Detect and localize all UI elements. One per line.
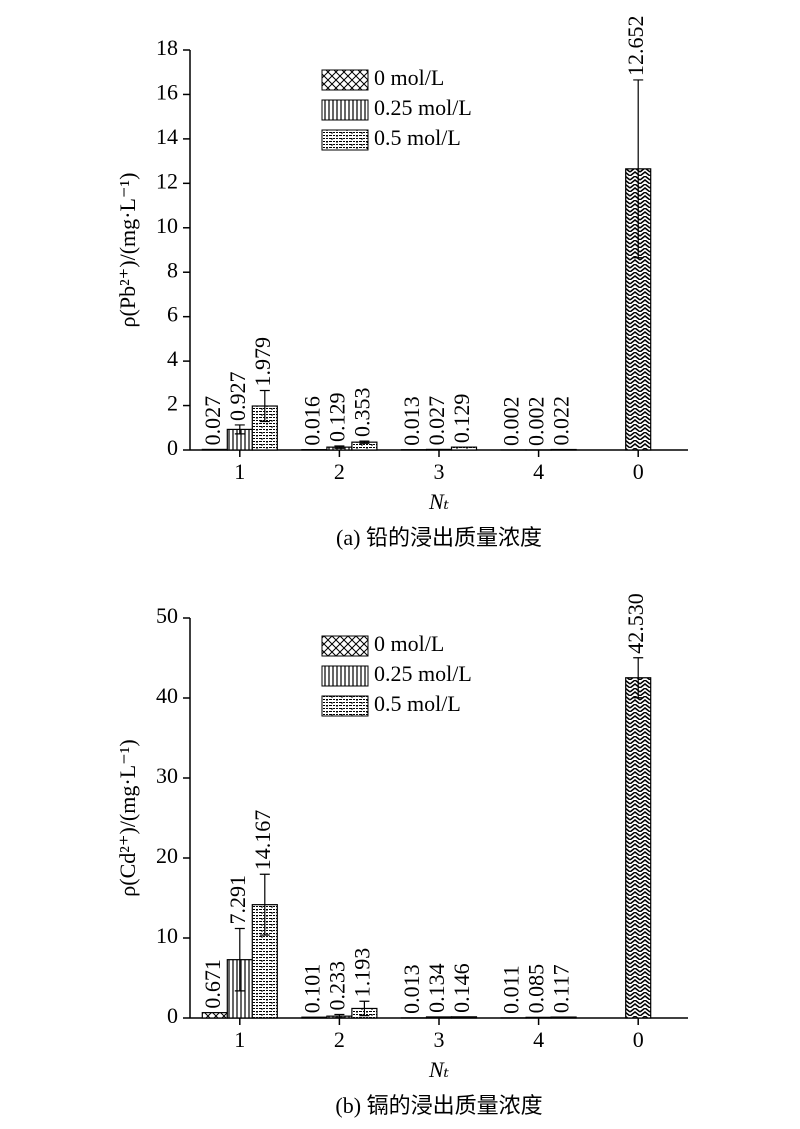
bar (525, 1016, 552, 1019)
value-label: 0.129 (324, 393, 349, 443)
value-label: 1.979 (250, 337, 275, 387)
x-tick-label: 2 (334, 459, 345, 484)
y-tick-label: 0 (167, 1003, 178, 1028)
y-tick-label: 2 (167, 391, 178, 416)
legend-label: 0.5 mol/L (374, 691, 461, 716)
legend-swatch (321, 99, 369, 121)
x-tick-label: 4 (533, 459, 544, 484)
x-axis-label: Nₜ (428, 489, 450, 514)
bar (425, 1016, 453, 1019)
error-bar (334, 1013, 345, 1019)
error-bar (334, 445, 345, 449)
y-tick-label: 4 (167, 346, 178, 371)
bar (201, 448, 228, 451)
legend-label: 0.25 mol/L (374, 95, 472, 120)
y-tick-label: 20 (156, 843, 178, 868)
bar (550, 1016, 577, 1019)
bar (425, 448, 453, 451)
value-label: 0.002 (524, 396, 549, 446)
value-label: 0.671 (200, 959, 225, 1009)
value-label: 0.117 (549, 964, 574, 1013)
y-tick-label: 6 (167, 302, 178, 327)
value-label: 42.530 (623, 593, 648, 654)
x-tick-label: 1 (234, 459, 245, 484)
value-label: 0.002 (499, 396, 524, 446)
legend-swatch (321, 635, 369, 657)
error-bar (234, 424, 245, 435)
y-tick-label: 10 (156, 213, 178, 238)
x-tick-label: 4 (533, 1027, 544, 1052)
y-tick-label: 12 (156, 168, 178, 193)
legend-label: 0 mol/L (374, 631, 444, 656)
y-tick-label: 8 (167, 257, 178, 282)
value-label: 0.233 (324, 961, 349, 1011)
value-label: 12.652 (623, 15, 648, 76)
error-bar (259, 873, 270, 936)
y-tick-label: 14 (156, 124, 178, 149)
y-axis-label: ρ(Cd²⁺)/(mg·L⁻¹) (115, 739, 140, 896)
value-label: 0.013 (399, 964, 424, 1014)
bar (450, 1016, 478, 1019)
value-label: 14.167 (250, 810, 275, 871)
error-bar (359, 1000, 370, 1017)
bar (450, 446, 478, 451)
y-tick-label: 18 (156, 35, 178, 60)
caption: (a) 铅的浸出质量浓度 (336, 525, 542, 550)
legend-swatch (321, 695, 369, 717)
x-tick-label: 0 (633, 1027, 644, 1052)
value-label: 0.013 (399, 396, 424, 446)
y-tick-label: 10 (156, 923, 178, 948)
bar (201, 1012, 228, 1019)
value-label: 0.085 (524, 964, 549, 1014)
value-label: 0.927 (225, 371, 250, 421)
error-bar (359, 440, 370, 444)
x-tick-label: 3 (434, 459, 445, 484)
x-tick-label: 1 (234, 1027, 245, 1052)
legend-swatch (321, 69, 369, 91)
value-label: 0.027 (424, 396, 449, 446)
caption: (b) 镉的浸出质量浓度 (335, 1093, 542, 1118)
x-axis-label: Nₜ (428, 1057, 450, 1082)
y-tick-label: 40 (156, 683, 178, 708)
value-label: 0.027 (200, 396, 225, 445)
legend-label: 0 mol/L (374, 65, 444, 90)
error-bar (633, 657, 644, 699)
y-tick-label: 16 (156, 79, 178, 104)
x-tick-label: 3 (434, 1027, 445, 1052)
value-label: 7.291 (225, 875, 250, 925)
error-bar (633, 79, 644, 259)
bar (625, 677, 652, 1019)
value-label: 0.016 (299, 396, 324, 446)
legend-label: 0.25 mol/L (374, 661, 472, 686)
value-label: 0.101 (299, 964, 324, 1014)
x-tick-label: 0 (633, 459, 644, 484)
value-label: 0.353 (349, 388, 374, 438)
legend-label: 0.5 mol/L (374, 125, 461, 150)
value-label: 1.193 (349, 948, 374, 998)
x-tick-label: 2 (334, 1027, 345, 1052)
bar (301, 1016, 328, 1019)
value-label: 0.146 (449, 963, 474, 1013)
y-tick-label: 50 (156, 603, 178, 628)
y-tick-label: 30 (156, 763, 178, 788)
value-label: 0.134 (424, 963, 449, 1013)
error-bar (259, 389, 270, 423)
value-label: 0.022 (549, 396, 574, 446)
y-axis-label: ρ(Pb²⁺)/(mg·L⁻¹) (115, 173, 140, 328)
legend-swatch (321, 129, 369, 151)
value-label: 0.129 (449, 394, 474, 444)
y-tick-label: 0 (167, 435, 178, 460)
error-bar (234, 927, 245, 992)
value-label: 0.011 (499, 965, 524, 1014)
legend-swatch (321, 665, 369, 687)
